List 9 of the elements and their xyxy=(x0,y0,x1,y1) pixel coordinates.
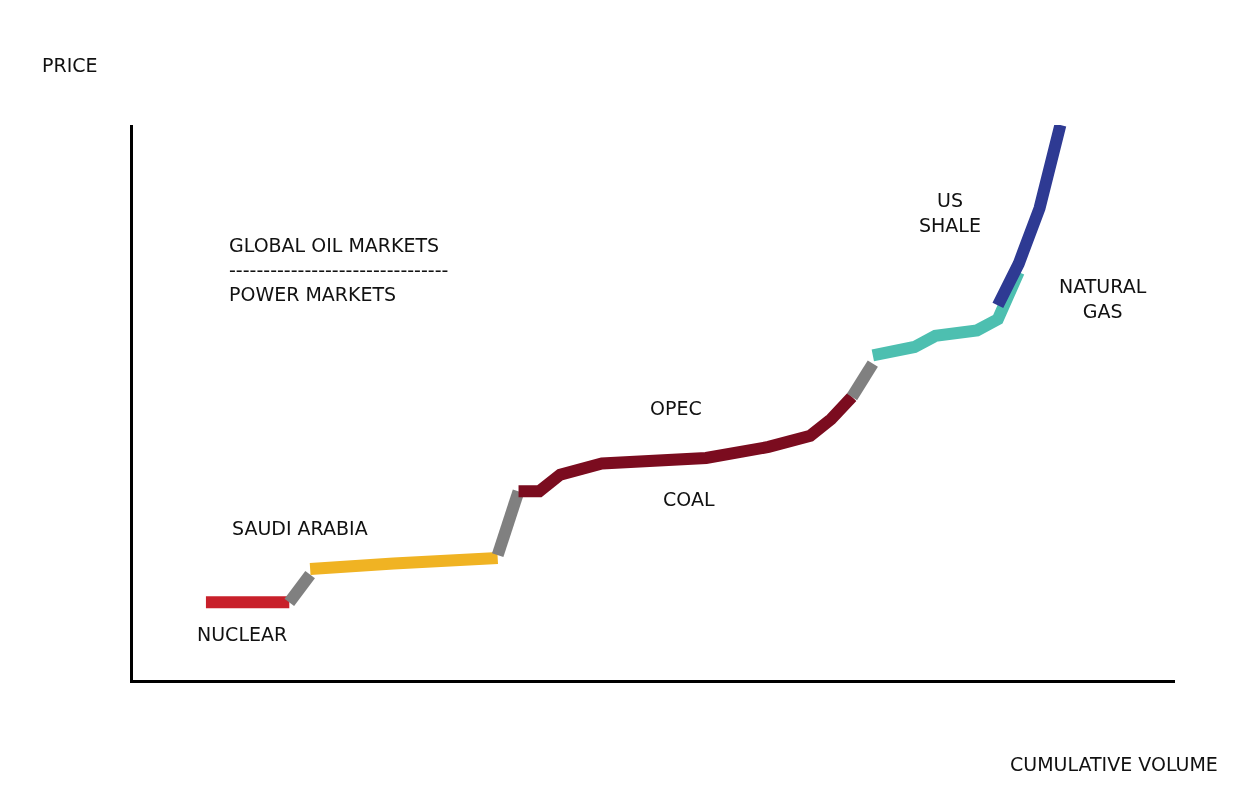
annotation: NUCLEAR xyxy=(197,623,288,645)
annotation: COAL xyxy=(663,488,715,510)
annotation: OPEC xyxy=(650,397,702,419)
y-axis-title: PRICE xyxy=(42,54,98,76)
annotation: SAUDI ARABIA xyxy=(232,517,368,539)
annotation: NATURAL GAS xyxy=(1059,275,1147,322)
x-axis-title: CUMULATIVE VOLUME xyxy=(1010,753,1218,775)
annotation: GLOBAL OIL MARKETS -------------------------------- POWER MARKETS xyxy=(229,234,449,306)
annotation: US SHALE xyxy=(919,189,981,236)
